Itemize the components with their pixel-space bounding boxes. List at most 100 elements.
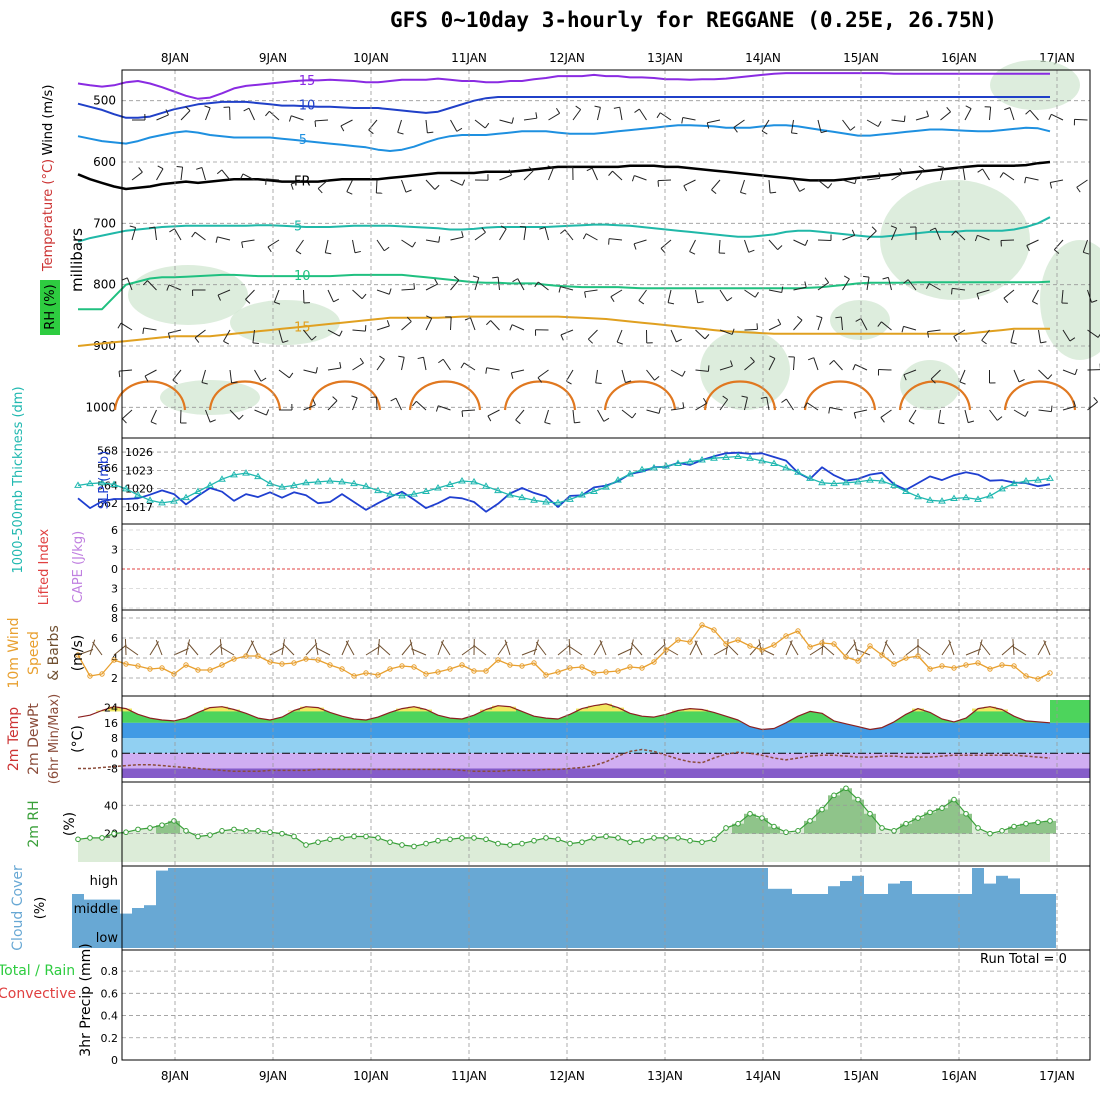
rh-high-cap xyxy=(936,808,948,834)
wind-barb xyxy=(303,329,313,341)
rh-high-cap xyxy=(816,809,828,834)
surface-wind-barb xyxy=(694,640,703,656)
wind-barb-flag xyxy=(311,335,317,341)
thickness-point xyxy=(374,486,382,494)
thickness-point xyxy=(698,456,706,463)
wind-barb xyxy=(1062,405,1076,411)
rh-point xyxy=(147,825,153,831)
upper-y-tick: 600 xyxy=(93,155,116,169)
thickness-point xyxy=(386,490,394,497)
wind-barb xyxy=(273,289,280,303)
cloud-bar xyxy=(456,868,468,894)
wind-barb-flag xyxy=(216,169,223,175)
temperature-warm-cap xyxy=(120,708,132,712)
wind-barb-flag xyxy=(379,355,385,360)
wind-barb-flag xyxy=(781,398,787,403)
wind-speed-point xyxy=(279,661,285,667)
wind-barb-flag xyxy=(1049,182,1053,189)
precip-y-tick: 0.6 xyxy=(101,987,119,1000)
wind-speed-point xyxy=(471,668,477,674)
cloud-bar xyxy=(120,922,132,948)
wind-barb-flag xyxy=(266,409,270,416)
cloud-bar xyxy=(576,894,588,922)
cloud-bar xyxy=(648,922,660,948)
wind-barb xyxy=(887,277,892,291)
rh-point xyxy=(267,829,273,836)
cloud-bar xyxy=(264,894,276,922)
wind-barb-flag xyxy=(1032,301,1038,305)
isotherm-20-loop xyxy=(208,380,282,411)
wind-barb-flag xyxy=(223,340,230,345)
wind-speed-point xyxy=(399,663,405,669)
top-day-label: 13JAN xyxy=(647,51,683,65)
wind-barb xyxy=(517,278,525,291)
wind-barb-flag xyxy=(438,236,441,243)
surface-wind-barb xyxy=(629,639,634,656)
wind-barb xyxy=(416,400,427,411)
wind-barb xyxy=(793,319,803,331)
wind-barb xyxy=(860,318,868,331)
wind-barb-flag xyxy=(519,225,526,228)
wind-barb xyxy=(401,179,407,193)
thickness-point xyxy=(590,487,598,494)
wind-barb xyxy=(147,280,157,291)
thickness-slp-panel xyxy=(121,437,1091,525)
wind-barb-flag xyxy=(638,300,645,305)
wind-barb-flag xyxy=(148,226,155,229)
wind-barb xyxy=(368,119,378,131)
bottom-day-label: 13JAN xyxy=(647,1069,683,1083)
cloud-bar xyxy=(552,922,564,948)
wind-barb-flag xyxy=(654,376,660,381)
thickness-point xyxy=(314,477,322,485)
wind-barb-flag xyxy=(854,177,857,184)
cloud-bar xyxy=(348,868,360,894)
wind-barb-flag xyxy=(397,131,404,135)
cloud-bar xyxy=(192,868,204,894)
cloud-bar xyxy=(228,868,240,894)
cloud-bar xyxy=(420,922,432,948)
cloud-bar xyxy=(948,922,960,948)
wind-barb-flag xyxy=(288,115,292,122)
wind-barb xyxy=(744,397,748,411)
cloud-bar xyxy=(624,922,636,948)
wind-barb xyxy=(245,289,255,300)
thickness-point xyxy=(566,495,574,502)
cloud-bar xyxy=(1020,922,1032,948)
wind-barb xyxy=(523,170,534,181)
wind-speed-point xyxy=(543,672,549,678)
slp-y-tick: 1023 xyxy=(125,464,153,477)
surface-wind-barb xyxy=(821,644,835,656)
temperature-warm-cap xyxy=(480,709,492,712)
wind-speed-point xyxy=(567,665,573,671)
surface-wind-barb xyxy=(504,639,511,656)
cloud-bar xyxy=(660,922,672,948)
surface-wind-barb xyxy=(749,642,762,656)
wind-barb-flag xyxy=(333,298,340,303)
wind-barb-flag xyxy=(537,377,543,383)
rh-area xyxy=(78,788,1050,862)
wind-speed-point xyxy=(903,655,909,661)
wind-speed-point xyxy=(447,666,453,672)
surface-wind-barb xyxy=(250,640,259,656)
cloud-bar xyxy=(780,888,792,894)
wind-barb xyxy=(474,231,486,241)
wind-barb-flag xyxy=(512,278,518,283)
temperature-warm-cap xyxy=(300,706,312,712)
cloud-bar xyxy=(528,894,540,922)
rh-high-cap xyxy=(732,823,744,834)
cloud-bar xyxy=(528,922,540,948)
cloud-bar xyxy=(708,922,720,948)
wind-speed-point xyxy=(387,666,393,672)
cloud-bar xyxy=(936,922,948,948)
cloud-bar xyxy=(216,868,228,894)
thickness-point xyxy=(350,479,358,487)
wind-barb xyxy=(964,409,969,423)
wind-barb xyxy=(597,107,601,121)
temperature-y-tick: 0 xyxy=(111,747,118,760)
wind-barb-flag xyxy=(511,117,514,124)
rh-point xyxy=(195,833,201,840)
wind-barb-flag xyxy=(508,169,513,176)
wind-speed-point xyxy=(1035,676,1041,682)
surface-wind-barb xyxy=(282,643,295,656)
cloud-bar xyxy=(336,894,348,922)
